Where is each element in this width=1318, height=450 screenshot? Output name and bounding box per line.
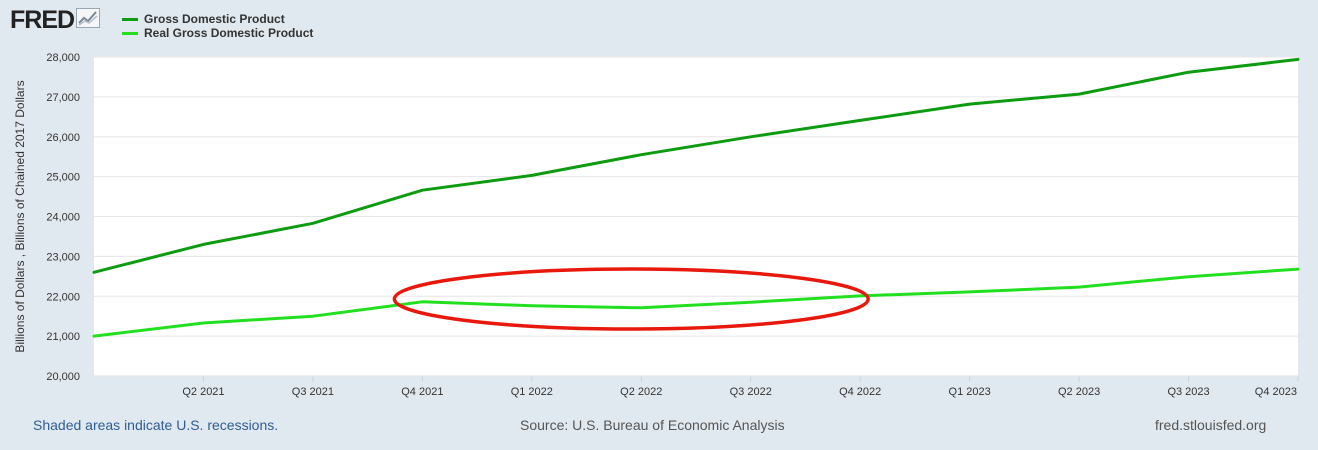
x-tick-label: Q3 2021 bbox=[292, 386, 334, 398]
y-tick-label: 21,000 bbox=[46, 331, 80, 343]
y-tick-label: 28,000 bbox=[46, 52, 80, 64]
series-line-0 bbox=[92, 57, 1300, 274]
x-tick-label: Q1 2023 bbox=[949, 386, 991, 398]
legend-label-real-gdp: Real Gross Domestic Product bbox=[144, 26, 314, 40]
y-tick-label: 27,000 bbox=[46, 92, 80, 104]
series-line-1 bbox=[92, 267, 1300, 338]
chart-container: 20,000 21,000 22,000 23,000 24,000 25,000 26,0… bbox=[13, 52, 1300, 398]
x-tick-label: Q3 2022 bbox=[730, 386, 772, 398]
legend-item-gdp[interactable]: Gross Domestic Product bbox=[122, 12, 313, 26]
x-tick-label: Q4 2021 bbox=[401, 386, 443, 398]
highlight-ellipse bbox=[392, 267, 870, 331]
x-tick-label: Q2 2022 bbox=[620, 386, 662, 398]
fred-logo-text: FRED bbox=[10, 6, 75, 34]
y-tick-label: 20,000 bbox=[46, 371, 80, 383]
y-tick-label: 26,000 bbox=[46, 132, 80, 144]
y-tick-label: 22,000 bbox=[46, 291, 80, 303]
chart-legend: Gross Domestic Product Real Gross Domest… bbox=[122, 12, 313, 40]
legend-label-gdp: Gross Domestic Product bbox=[144, 12, 285, 26]
source-text: Source: U.S. Bureau of Economic Analysis bbox=[520, 417, 785, 433]
y-tick-label: 25,000 bbox=[46, 172, 80, 184]
x-tick-label: Q4 2022 bbox=[839, 386, 881, 398]
x-tick-label: Q1 2022 bbox=[511, 386, 553, 398]
x-tick-label: Q3 2023 bbox=[1167, 386, 1209, 398]
y-tick-label: 24,000 bbox=[46, 212, 80, 224]
legend-swatch-gdp bbox=[122, 17, 138, 21]
legend-item-real-gdp[interactable]: Real Gross Domestic Product bbox=[122, 26, 313, 40]
y-tick-label: 23,000 bbox=[46, 251, 80, 263]
legend-swatch-real-gdp bbox=[122, 31, 138, 35]
y-axis-label: Billions of Dollars , Billions of Chaine… bbox=[13, 80, 27, 352]
x-tick-label: Q2 2021 bbox=[182, 386, 224, 398]
fred-logo[interactable]: FRED bbox=[10, 6, 101, 34]
line-chart: 20,000 21,000 22,000 23,000 24,000 25,000 26,0… bbox=[13, 52, 1300, 398]
fred-chart-icon bbox=[76, 7, 101, 33]
x-tick-label: Q4 2023 bbox=[1255, 386, 1297, 398]
site-link[interactable]: fred.stlouisfed.org bbox=[1155, 417, 1267, 433]
recession-note-link[interactable]: Shaded areas indicate U.S. recessions. bbox=[33, 417, 279, 433]
x-tick-label: Q2 2023 bbox=[1058, 386, 1100, 398]
